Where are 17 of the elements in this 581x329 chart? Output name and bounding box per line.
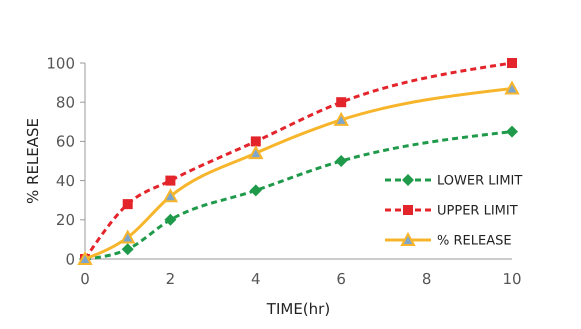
legend-label: LOWER LIMIT	[437, 174, 522, 189]
x-tick-label: 8	[422, 270, 432, 288]
y-tick-label: 20	[56, 211, 75, 230]
x-axis-title: TIME(hr)	[266, 300, 330, 318]
x-tick-label: 0	[80, 270, 90, 288]
x-tick-label: 10	[502, 270, 522, 288]
y-tick-label: 80	[56, 93, 75, 112]
x-tick-label: 4	[251, 270, 261, 288]
legend-label: UPPER LIMIT	[437, 204, 518, 219]
y-tick-label: 40	[56, 172, 75, 190]
x-tick-label: 2	[166, 270, 176, 288]
x-tick-label: 6	[336, 270, 346, 288]
y-tick-label: 60	[56, 132, 75, 151]
y-axis-title: % RELEASE	[24, 118, 42, 204]
y-tick-label: 0	[65, 250, 75, 268]
legend-label: % RELEASE	[437, 234, 512, 249]
y-tick-label: 100	[46, 54, 75, 72]
